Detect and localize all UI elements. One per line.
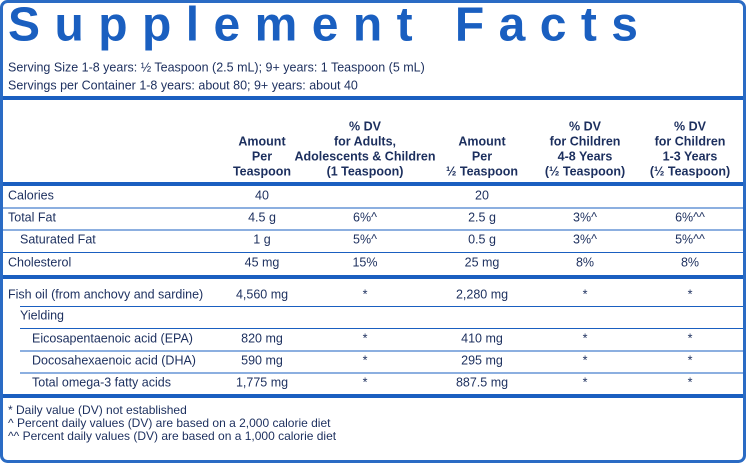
title: Supplement Facts (8, 0, 638, 52)
cell: 40 (255, 188, 269, 202)
column-header: % DV (569, 119, 602, 133)
cell: 4.5 g (248, 210, 276, 224)
cell: 1 g (253, 232, 270, 246)
cell: 6%^ (353, 210, 377, 224)
column-header: Teaspoon (233, 164, 291, 178)
cell: 5%^ (353, 232, 377, 246)
cell: 4,560 mg (236, 287, 288, 301)
cell: * (583, 331, 588, 345)
serving-size: Serving Size 1-8 years: ½ Teaspoon (2.5 … (8, 60, 425, 74)
cell: * (688, 353, 693, 367)
cell: * (363, 375, 368, 389)
cell: 25 mg (465, 255, 500, 269)
cell: * (688, 375, 693, 389)
cell: 0.5 g (468, 232, 496, 246)
column-header: for Adults, (334, 134, 396, 148)
cell: 2.5 g (468, 210, 496, 224)
row-label: Total omega-3 fatty acids (32, 375, 171, 389)
cell: 20 (475, 188, 489, 202)
row-label: Docosahexaenoic acid (DHA) (32, 353, 196, 367)
column-header: Adolescents & Children (295, 149, 436, 163)
column-header: 4-8 Years (558, 149, 613, 163)
cell: 5%^^ (675, 232, 705, 246)
column-header: (1 Teaspoon) (327, 164, 404, 178)
column-header: Amount (238, 134, 286, 148)
cell: 1,775 mg (236, 375, 288, 389)
column-header: % DV (674, 119, 707, 133)
row-label: Eicosapentaenoic acid (EPA) (32, 331, 193, 345)
cell: * (688, 331, 693, 345)
column-header: Per (472, 149, 492, 163)
row-label: Yielding (20, 308, 64, 322)
cell: * (583, 287, 588, 301)
servings-per-container: Servings per Container 1-8 years: about … (8, 78, 358, 92)
column-header: Per (252, 149, 272, 163)
cell: 15% (352, 255, 377, 269)
footnote: ^ Percent daily values (DV) are based on… (8, 416, 331, 430)
column-header: 1-3 Years (663, 149, 718, 163)
row-label: Fish oil (from anchovy and sardine) (8, 287, 203, 301)
cell: * (583, 353, 588, 367)
cell: * (363, 353, 368, 367)
column-header: % DV (349, 119, 382, 133)
cell: 887.5 mg (456, 375, 508, 389)
cell: * (363, 331, 368, 345)
footnote: ^^ Percent daily values (DV) are based o… (8, 429, 337, 443)
column-header: (½ Teaspoon) (650, 164, 730, 178)
row-label: Calories (8, 188, 54, 202)
cell: 2,280 mg (456, 287, 508, 301)
cell: 6%^^ (675, 210, 705, 224)
cell: * (688, 287, 693, 301)
column-header: Amount (458, 134, 506, 148)
cell: 3%^ (573, 210, 597, 224)
cell: 8% (576, 255, 594, 269)
cell: * (363, 287, 368, 301)
cell: 45 mg (245, 255, 280, 269)
cell: 3%^ (573, 232, 597, 246)
cell: 295 mg (461, 353, 503, 367)
column-header: for Children (655, 134, 726, 148)
cell: 820 mg (241, 331, 283, 345)
column-header: for Children (550, 134, 621, 148)
column-header: ½ Teaspoon (446, 164, 518, 178)
row-label: Saturated Fat (20, 232, 96, 246)
cell: 410 mg (461, 331, 503, 345)
footnote: * Daily value (DV) not established (8, 403, 187, 417)
column-header: (½ Teaspoon) (545, 164, 625, 178)
cell: * (583, 375, 588, 389)
row-label: Total Fat (8, 210, 56, 224)
row-label: Cholesterol (8, 255, 71, 269)
cell: 8% (681, 255, 699, 269)
cell: 590 mg (241, 353, 283, 367)
